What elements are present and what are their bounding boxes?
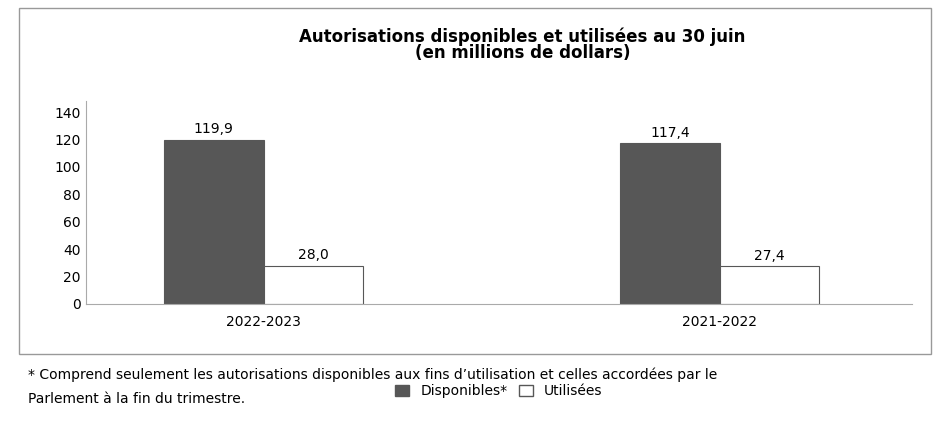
Bar [263, 265, 363, 304]
Text: (en millions de dollars): (en millions de dollars) [415, 44, 630, 62]
Legend: Disponibles*, Utilisées: Disponibles*, Utilisées [391, 380, 606, 402]
Text: * Comprend seulement les autorisations disponibles aux fins d’utilisation et cel: * Comprend seulement les autorisations d… [28, 367, 718, 381]
Text: 117,4: 117,4 [650, 126, 690, 140]
Text: 28,0: 28,0 [298, 248, 329, 262]
Bar [163, 140, 263, 304]
Bar [720, 266, 819, 304]
Bar [620, 143, 720, 304]
Text: 27,4: 27,4 [754, 249, 785, 263]
Text: Parlement à la fin du trimestre.: Parlement à la fin du trimestre. [28, 392, 246, 406]
Text: 119,9: 119,9 [194, 122, 234, 136]
Text: Autorisations disponibles et utilisées au 30 juin: Autorisations disponibles et utilisées a… [299, 27, 746, 46]
